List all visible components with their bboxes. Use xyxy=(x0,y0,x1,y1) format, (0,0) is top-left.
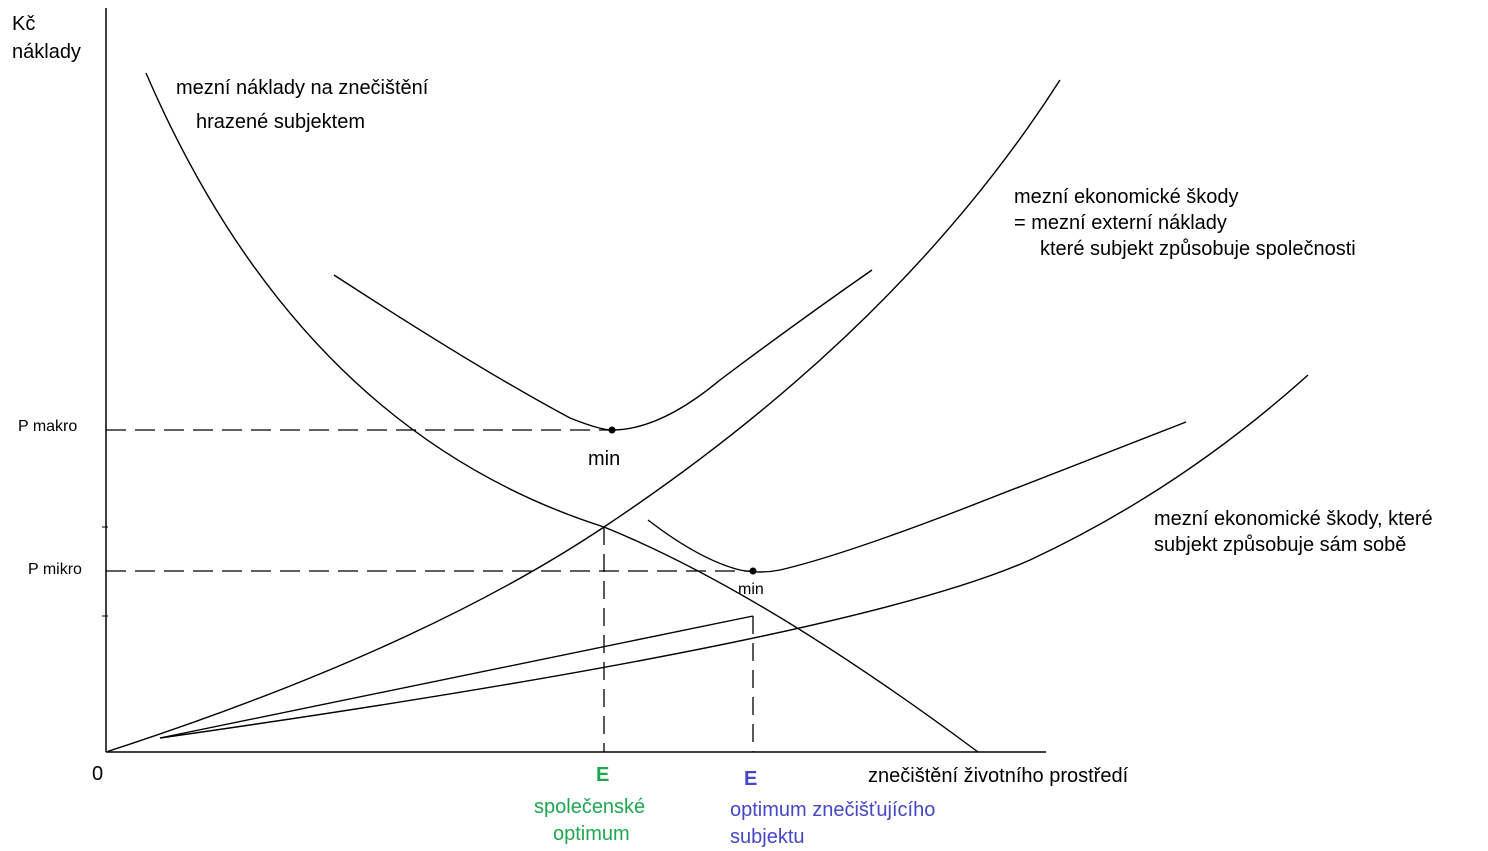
private-total-curve xyxy=(647,421,1187,573)
private-sum-line xyxy=(106,422,1186,752)
min-private-label: min xyxy=(738,581,764,598)
y-axis-label-line2: náklady xyxy=(12,41,81,63)
social-equilibrium-letter: E xyxy=(596,764,610,786)
min-social-point xyxy=(608,426,616,434)
external-damage-label-line1: mezní ekonomické škody xyxy=(1014,186,1239,208)
private-cost-label-line2: hrazené subjektem xyxy=(196,111,365,133)
social-optimum-label-line1: společenské xyxy=(534,796,646,818)
p-makro-label: P makro xyxy=(18,418,78,435)
social-total-curve xyxy=(333,269,873,431)
private-optimum-label-line1: optimum znečišťujícího xyxy=(730,799,936,821)
private-total-line xyxy=(160,422,1186,738)
external-damage-curve xyxy=(105,79,1061,753)
private-equilibrium-letter: E xyxy=(744,768,758,790)
self-damage-label-line1: mezní ekonomické škody, které xyxy=(1154,508,1433,530)
y-axis-label-line1: Kč xyxy=(12,13,36,35)
self-damage-label-line2: subjekt způsobuje sám sobě xyxy=(1154,534,1407,556)
external-damage-label-line3: které subjekt způsobuje společnosti xyxy=(1040,238,1356,260)
self-damage-line xyxy=(159,615,754,739)
private-marginal-cost-curve xyxy=(145,72,979,753)
p-mikro-label: P mikro xyxy=(28,561,82,578)
origin-label: 0 xyxy=(92,763,104,785)
external-damage-label-line2: = mezní externí náklady xyxy=(1014,212,1227,234)
x-axis-label: znečištění životního prostředí xyxy=(868,765,1129,787)
private-optimum-label-line2: subjektu xyxy=(730,826,805,848)
self-damage-curve xyxy=(159,374,1309,739)
min-social-label: min xyxy=(588,448,621,470)
min-private-point xyxy=(749,567,757,575)
social-optimum-label-line2: optimum xyxy=(553,823,630,845)
private-cost-label-line1: mezní náklady na znečištění xyxy=(176,77,429,99)
